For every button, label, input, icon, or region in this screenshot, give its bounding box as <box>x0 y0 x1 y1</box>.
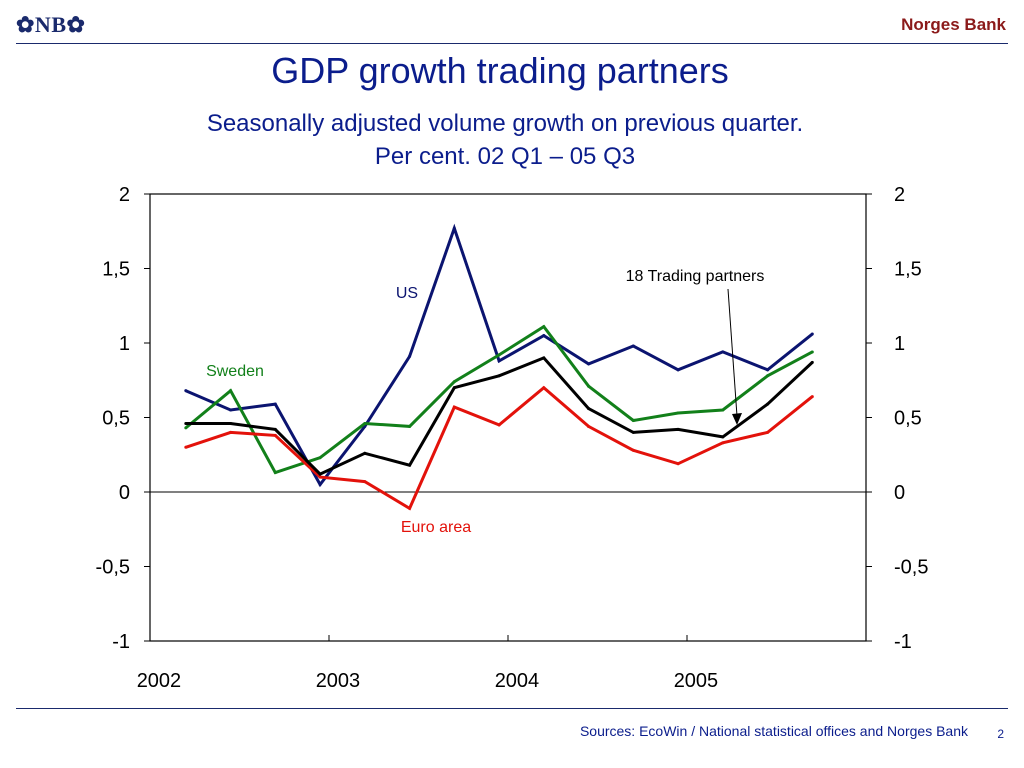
data-point-euro-area <box>721 441 725 445</box>
data-point-euro-area <box>810 395 814 399</box>
data-point-euro-area <box>452 405 456 409</box>
data-point-18-trading-partners <box>631 430 635 434</box>
data-point-sweden <box>497 353 501 357</box>
data-point-us <box>273 402 277 406</box>
header-divider <box>16 43 1008 44</box>
data-point-sweden <box>766 374 770 378</box>
y-tick-label-right: 0,5 <box>894 408 922 430</box>
page-number: 2 <box>997 727 1004 741</box>
data-point-18-trading-partners <box>363 451 367 455</box>
y-tick-label-left: 0,5 <box>102 408 130 430</box>
y-tick-label-left: 1 <box>119 333 130 355</box>
data-point-us <box>810 332 814 336</box>
series-label-trading-partners: 18 Trading partners <box>626 268 765 285</box>
data-point-euro-area <box>363 480 367 484</box>
annotation-arrow-head <box>732 413 742 425</box>
y-tick-label-right: 1 <box>894 333 905 355</box>
data-point-us <box>631 344 635 348</box>
data-point-sweden <box>184 426 188 430</box>
data-point-18-trading-partners <box>408 463 412 467</box>
data-point-us <box>318 483 322 487</box>
data-point-euro-area <box>273 433 277 437</box>
data-point-euro-area <box>676 462 680 466</box>
subtitle-line-2: Per cent. 02 Q1 – 05 Q3 <box>374 143 636 170</box>
data-point-us <box>229 408 233 412</box>
data-point-sweden <box>721 408 725 412</box>
x-tick-label: 2004 <box>495 670 540 692</box>
data-point-us <box>587 362 591 366</box>
y-tick-label-right: 2 <box>894 184 905 206</box>
data-point-sweden <box>542 325 546 329</box>
data-point-us <box>676 368 680 372</box>
data-point-18-trading-partners <box>452 386 456 390</box>
series-line-euro-area <box>185 385 814 511</box>
data-point-us <box>497 359 501 363</box>
data-point-euro-area <box>184 445 188 449</box>
data-point-euro-area <box>631 448 635 452</box>
y-tick-label-left: 0 <box>119 482 130 504</box>
slide-subtitle: Seasonally adjusted volume growth on pre… <box>0 107 1010 173</box>
data-point-18-trading-partners <box>542 356 546 360</box>
data-point-sweden <box>810 350 814 354</box>
data-point-euro-area <box>497 423 501 427</box>
x-tick-label: 2003 <box>316 670 361 692</box>
y-tick-label-left: -0,5 <box>96 557 130 579</box>
data-point-18-trading-partners <box>273 427 277 431</box>
data-point-sweden <box>631 418 635 422</box>
data-point-euro-area <box>542 386 546 390</box>
data-point-18-trading-partners <box>318 472 322 476</box>
data-point-18-trading-partners <box>184 421 188 425</box>
y-tick-label-left: 1,5 <box>102 259 130 281</box>
series-line-sweden <box>184 324 814 475</box>
data-point-us <box>452 226 456 230</box>
y-tick-label-right: -0,5 <box>894 557 928 579</box>
data-point-18-trading-partners <box>721 435 725 439</box>
data-point-euro-area <box>229 430 233 434</box>
slide-title: GDP growth trading partners <box>271 50 729 91</box>
data-point-us <box>408 354 412 358</box>
x-tick-label: 2002 <box>137 670 182 692</box>
series-label-us: US <box>396 285 418 302</box>
data-point-sweden <box>273 471 277 475</box>
data-point-euro-area <box>318 475 322 479</box>
data-point-us <box>721 350 725 354</box>
data-point-euro-area <box>587 424 591 428</box>
data-point-sweden <box>318 456 322 460</box>
data-point-18-trading-partners <box>587 407 591 411</box>
data-point-sweden <box>408 424 412 428</box>
y-tick-label-right: 1,5 <box>894 259 922 281</box>
data-point-18-trading-partners <box>810 360 814 364</box>
data-point-sweden <box>363 421 367 425</box>
series-label-euro-area: Euro area <box>401 519 471 536</box>
annotation-arrow-line <box>727 288 738 417</box>
y-tick-label-right: -1 <box>894 631 912 653</box>
footer-divider <box>16 708 1008 709</box>
x-tick-label: 2005 <box>674 670 719 692</box>
data-point-18-trading-partners <box>497 374 501 378</box>
data-point-sweden <box>452 380 456 384</box>
source-note: Sources: EcoWin / National statistical o… <box>579 723 968 739</box>
data-point-us <box>542 334 546 338</box>
bank-name: Norges Bank <box>901 15 1006 34</box>
data-point-18-trading-partners <box>676 427 680 431</box>
y-tick-label-left: -1 <box>112 631 130 653</box>
data-point-us <box>184 389 188 393</box>
data-point-euro-area <box>408 506 412 510</box>
data-point-euro-area <box>766 430 770 434</box>
norges-bank-logo: ✿NB✿ <box>16 12 86 37</box>
data-point-sweden <box>587 384 591 388</box>
subtitle-line-1: Seasonally adjusted volume growth on pre… <box>206 110 804 137</box>
series-label-sweden: Sweden <box>206 363 264 380</box>
data-point-18-trading-partners <box>766 402 770 406</box>
y-tick-label-left: 2 <box>119 184 130 206</box>
data-point-sweden <box>676 411 680 415</box>
data-point-18-trading-partners <box>229 421 233 425</box>
data-point-us <box>766 368 770 372</box>
data-point-sweden <box>229 389 233 393</box>
y-tick-label-right: 0 <box>894 482 905 504</box>
